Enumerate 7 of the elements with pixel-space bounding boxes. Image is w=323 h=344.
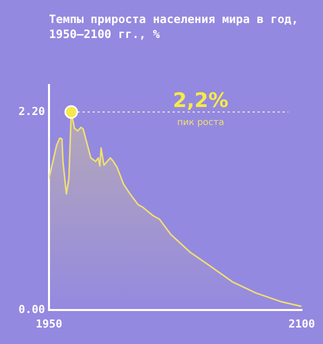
x-tick-label: 1950 (36, 317, 62, 330)
y-tick-label: 0.00 (18, 302, 45, 316)
annotation: 2,2% (172, 88, 228, 112)
annotation: пик роста (177, 118, 224, 128)
x-tick-label: 2100 (288, 317, 316, 330)
y-tick-label: 2.20 (18, 104, 45, 118)
chart-title: Темпы прироста населения мира в год, 1950–2100 гг., % (49, 12, 300, 42)
